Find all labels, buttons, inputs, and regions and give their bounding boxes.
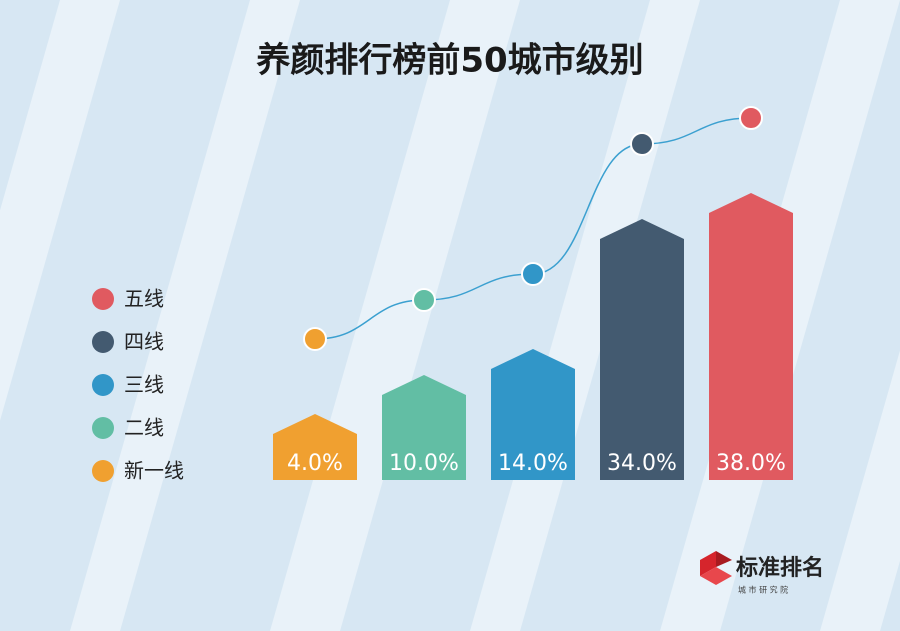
bar <box>600 219 684 480</box>
legend-swatch <box>92 460 114 482</box>
trend-dot <box>630 132 654 156</box>
value-label: 10.0% <box>389 451 459 476</box>
value-label: 4.0% <box>287 451 343 476</box>
legend-label: 三线 <box>124 373 164 397</box>
value-label: 38.0% <box>716 451 786 476</box>
legend-swatch <box>92 288 114 310</box>
trend-dot <box>303 327 327 351</box>
value-label: 34.0% <box>607 451 677 476</box>
chart-title: 养颜排行榜前50城市级别 <box>256 41 643 81</box>
brand-logo: 标准排名 城 市 研 究 院 <box>700 551 824 595</box>
legend-swatch <box>92 331 114 353</box>
trend-dot <box>739 106 763 130</box>
legend-label: 二线 <box>124 416 164 440</box>
legend-label: 五线 <box>124 287 164 311</box>
legend-label: 新一线 <box>124 459 184 483</box>
legend-swatch <box>92 417 114 439</box>
bar <box>382 375 466 480</box>
bar <box>709 193 793 480</box>
brand-name: 标准排名 <box>736 555 824 581</box>
legend-label: 四线 <box>124 330 164 354</box>
value-label: 14.0% <box>498 451 568 476</box>
trend-dot <box>521 262 545 286</box>
legend-swatch <box>92 374 114 396</box>
brand-subtitle: 城 市 研 究 院 <box>738 585 788 595</box>
bar <box>273 414 357 480</box>
trend-dot <box>412 288 436 312</box>
bar <box>491 349 575 480</box>
